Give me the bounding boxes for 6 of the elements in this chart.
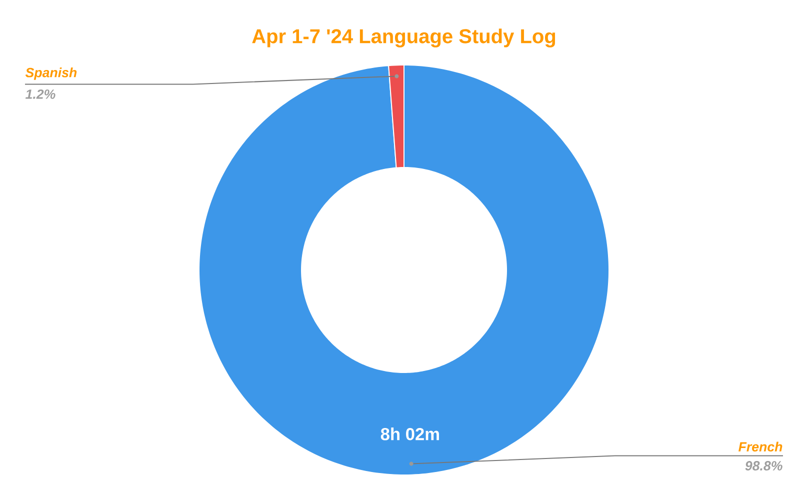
text: 8h 02m [380, 428, 439, 440]
data-label: 1.2% [25, 89, 56, 99]
slice-label: French [738, 442, 782, 452]
chart-title: Apr 1-7 '24 Language Study Log [252, 28, 556, 48]
slice-label: Spanish [25, 68, 77, 80]
data-label: 98.8% [745, 461, 782, 470]
